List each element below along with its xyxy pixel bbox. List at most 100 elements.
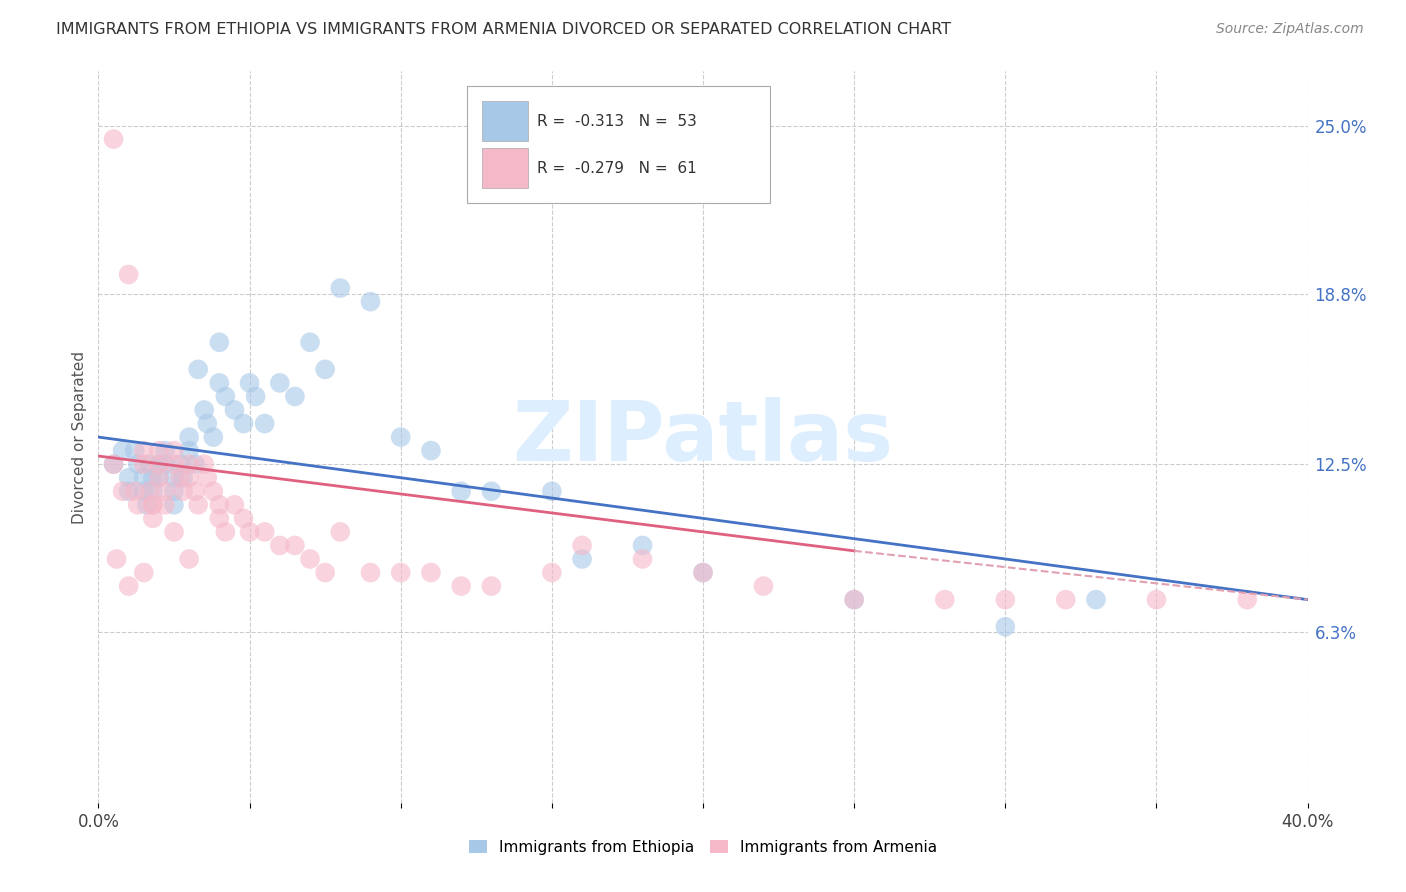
Point — [844, 592, 866, 607]
Point — [172, 484, 194, 499]
Point — [232, 511, 254, 525]
Point — [179, 443, 201, 458]
Point — [844, 592, 866, 607]
Point — [142, 484, 165, 499]
FancyBboxPatch shape — [482, 101, 527, 141]
Point — [132, 457, 155, 471]
Point — [163, 457, 186, 471]
Legend: Immigrants from Ethiopia, Immigrants from Armenia: Immigrants from Ethiopia, Immigrants fro… — [463, 834, 943, 861]
Point — [208, 376, 231, 390]
Point — [169, 471, 191, 485]
Point — [179, 430, 201, 444]
Point — [1085, 592, 1108, 607]
Point — [187, 362, 209, 376]
Point — [135, 498, 157, 512]
Point — [103, 457, 125, 471]
Point — [284, 538, 307, 552]
Point — [253, 417, 276, 431]
Point — [329, 524, 352, 539]
Point — [179, 471, 201, 485]
Point — [142, 511, 165, 525]
Point — [118, 268, 141, 282]
Point — [142, 498, 165, 512]
Point — [214, 389, 236, 403]
Point — [202, 430, 225, 444]
Point — [105, 552, 128, 566]
Point — [245, 389, 267, 403]
Point — [214, 524, 236, 539]
Point — [184, 457, 207, 471]
Point — [631, 538, 654, 552]
Point — [692, 566, 714, 580]
Point — [163, 484, 186, 499]
Point — [692, 566, 714, 580]
Point — [195, 417, 218, 431]
Point — [314, 362, 336, 376]
Point — [224, 403, 246, 417]
Point — [481, 484, 503, 499]
Point — [132, 443, 155, 458]
Point — [224, 498, 246, 512]
Point — [132, 471, 155, 485]
Point — [172, 471, 194, 485]
Point — [239, 376, 262, 390]
Point — [360, 566, 382, 580]
Point — [124, 484, 146, 499]
Point — [193, 403, 215, 417]
Point — [994, 592, 1017, 607]
Text: R =  -0.279   N =  61: R = -0.279 N = 61 — [537, 161, 697, 176]
Point — [148, 457, 170, 471]
Point — [934, 592, 956, 607]
Y-axis label: Divorced or Separated: Divorced or Separated — [72, 351, 87, 524]
Point — [329, 281, 352, 295]
Point — [269, 538, 291, 552]
Point — [148, 443, 170, 458]
Point — [450, 579, 472, 593]
Point — [253, 524, 276, 539]
Point — [153, 457, 176, 471]
Point — [139, 484, 162, 499]
Point — [169, 457, 191, 471]
Text: IMMIGRANTS FROM ETHIOPIA VS IMMIGRANTS FROM ARMENIA DIVORCED OR SEPARATED CORREL: IMMIGRANTS FROM ETHIOPIA VS IMMIGRANTS F… — [56, 22, 952, 37]
Point — [208, 335, 231, 350]
Point — [269, 376, 291, 390]
Point — [111, 443, 134, 458]
Text: R =  -0.313   N =  53: R = -0.313 N = 53 — [537, 113, 697, 128]
Point — [1144, 592, 1167, 607]
Point — [132, 484, 155, 499]
Point — [284, 389, 307, 403]
Point — [299, 552, 322, 566]
Point — [148, 471, 170, 485]
Point — [127, 498, 149, 512]
Point — [103, 132, 125, 146]
Point — [148, 471, 170, 485]
Point — [111, 484, 134, 499]
Point — [132, 566, 155, 580]
Point — [420, 566, 443, 580]
Point — [163, 498, 186, 512]
Point — [124, 443, 146, 458]
Point — [179, 552, 201, 566]
Point — [540, 566, 562, 580]
FancyBboxPatch shape — [467, 86, 769, 203]
Point — [184, 484, 207, 499]
Point — [118, 579, 141, 593]
Point — [1054, 592, 1077, 607]
Point — [481, 579, 503, 593]
Point — [420, 443, 443, 458]
Point — [389, 430, 412, 444]
Text: ZIPatlas: ZIPatlas — [513, 397, 893, 477]
Point — [139, 457, 162, 471]
FancyBboxPatch shape — [482, 148, 527, 188]
Point — [103, 457, 125, 471]
Point — [163, 471, 186, 485]
Point — [202, 484, 225, 499]
Point — [163, 524, 186, 539]
Point — [127, 457, 149, 471]
Point — [571, 538, 593, 552]
Point — [187, 498, 209, 512]
Point — [1236, 592, 1258, 607]
Point — [179, 457, 201, 471]
Point — [752, 579, 775, 593]
Point — [389, 566, 412, 580]
